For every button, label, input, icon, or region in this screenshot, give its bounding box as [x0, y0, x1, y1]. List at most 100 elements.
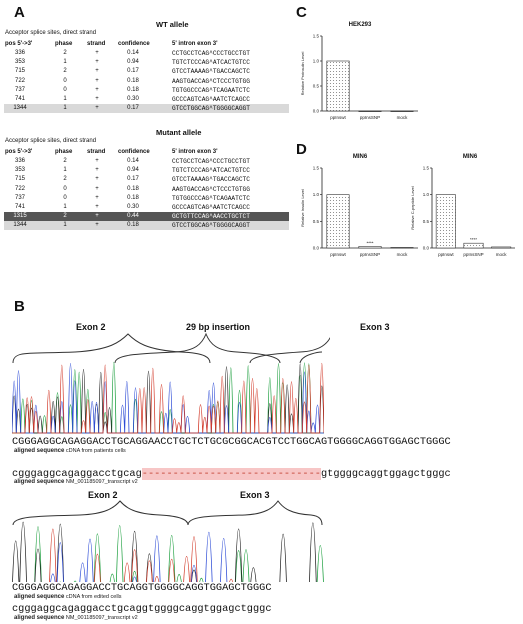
table-row: 741 1 +0.30 GCCCAGTCAG^AATCTCAGCC	[4, 203, 289, 212]
table-cell: GTCCTGGCAG^TGGGGCAGGT	[172, 105, 250, 113]
table-cell: AAGTGACCAG^CTCCCTGTGG	[172, 185, 250, 193]
table-cell: 741	[14, 96, 25, 102]
table-row: 715 2 +0.17 GTCCTAAAAG^TGACCAGCTC	[4, 67, 289, 76]
table-cell: 741	[14, 204, 25, 210]
panel-letter-a: A	[14, 4, 25, 21]
x-tick-label: ppInsSNP	[360, 252, 380, 257]
wt-subtitle: Acceptor splice sites, direct strand	[5, 30, 97, 36]
y-tick-label: 1.5	[313, 34, 320, 39]
mut-header-4: 5' intron exon 3'	[172, 149, 218, 155]
table-cell: 715	[14, 68, 25, 75]
reference-sequence-edited: cgggaggcagaggacctgcaggtggggcaggtggagctgg…	[12, 603, 272, 615]
wt-title: WT allele	[156, 20, 189, 29]
chart-d2-title: MIN6	[462, 154, 478, 160]
chromatogram-trace	[50, 531, 228, 582]
significance-label: ****	[366, 240, 373, 245]
table-cell: +	[95, 86, 99, 93]
table-cell: +	[95, 213, 99, 220]
bar	[390, 110, 414, 112]
table-cell: 336	[14, 50, 25, 56]
y-tick-label: 0.0	[423, 246, 430, 251]
table-cell: +	[95, 77, 99, 84]
insertion-gap: -----------------------------	[141, 468, 321, 480]
mut-header-2: strand	[87, 149, 106, 155]
table-cell: 0.18	[127, 86, 139, 93]
sequence-edited: CGGGAGGCAGAGGACCTGCAGGTGGGGCAGGTGGAGCTGG…	[12, 582, 272, 594]
table-cell: 0.14	[127, 50, 139, 56]
table-cell: 722	[14, 185, 25, 192]
chromatogram-trace	[34, 525, 324, 582]
table-cell: GCCCAGTCAG^AATCTCAGCC	[172, 204, 250, 211]
table-cell: GCTGTTCCAG^AACCTGCTCT	[172, 213, 250, 221]
table-row: 336 2 +0.14 CCTGCCTCAG^CCCTGCCTGT	[4, 157, 289, 166]
chromatogram-edited	[12, 521, 324, 582]
significance-label: ****	[470, 237, 477, 242]
table-cell: 737	[14, 86, 25, 93]
table-cell: 2	[63, 213, 67, 220]
table-cell: 0.18	[127, 185, 139, 192]
wt-header-4: 5' intron exon 3'	[172, 41, 218, 47]
table-cell: 0.18	[127, 222, 139, 229]
mut-header-3: confidence	[118, 149, 150, 155]
table-cell: 1	[63, 96, 67, 102]
table-cell: +	[95, 185, 99, 192]
table-cell: 0	[63, 86, 67, 93]
table-row: 353 1 +0.94 TGTCTCCCAG^ATCACTGTCC	[4, 166, 289, 175]
y-tick-label: 1.0	[313, 59, 320, 64]
table-cell: 0.30	[127, 204, 139, 210]
x-tick-label: ppInswt	[330, 252, 346, 257]
table-cell: 1	[63, 105, 67, 112]
table-cell: TGTGGCCCAG^TCAGAATCTC	[172, 194, 250, 202]
y-tick-label: 1.0	[423, 192, 430, 197]
table-cell: 0	[63, 194, 67, 201]
bar	[358, 110, 382, 112]
label-exon2-bottom: Exon 2	[88, 490, 118, 500]
table-row: 737 0 +0.18 TGTGGCCCAG^TCAGAATCTC	[4, 194, 289, 203]
panel-letter-c: C	[296, 4, 307, 21]
x-tick-label: ppInsSNP	[463, 252, 483, 257]
table-cell: 353	[14, 167, 25, 174]
label-exon3-bottom: Exon 3	[240, 490, 270, 500]
table-cell: 715	[14, 176, 25, 183]
bar	[326, 194, 350, 249]
chart-c-title: HEK293	[348, 22, 372, 28]
reference-label-top: aligned sequence NM_001185097_transcript…	[14, 479, 138, 485]
y-tick-label: 0.0	[313, 109, 320, 114]
x-tick-label: ppInswt	[330, 115, 346, 120]
table-cell: TGTCTCCCAG^ATCACTGTCC	[172, 167, 250, 175]
table-cell: TGTGGCCCAG^TCAGAATCTC	[172, 86, 250, 94]
mut-header-0: pos 5'->3'	[5, 149, 33, 155]
wt-header-row: pos 5'->3' phase strand confidence 5' intron…	[0, 39, 290, 49]
label-insertion: 29 bp insertion	[186, 322, 251, 332]
wt-header-0: pos 5'->3'	[5, 41, 33, 47]
label-exon2-top: Exon 2	[76, 322, 106, 332]
table-cell: +	[95, 204, 99, 210]
table-cell: 0.44	[127, 213, 139, 220]
table-row: 722 0 +0.18 AAGTGACCAG^CTCCCTGTGG	[4, 185, 289, 194]
chromatogram-trace	[12, 362, 324, 434]
chart-d1-title: MIN6	[352, 154, 368, 160]
mut-header-row: pos 5'->3' phase strand confidence 5' intron…	[0, 147, 290, 157]
brace-bottom	[12, 500, 323, 526]
table-cell: 1	[63, 59, 67, 66]
chromatogram-trace	[12, 521, 317, 582]
table-cell: CCTGCCTCAG^CCCTGCCTGT	[172, 158, 250, 165]
table-cell: 0.18	[127, 194, 139, 201]
wt-header-2: strand	[87, 41, 106, 47]
table-cell: 1344	[13, 222, 27, 229]
table-cell: +	[95, 158, 99, 164]
table-cell: GCCCAGTCAG^AATCTCAGCC	[172, 96, 250, 103]
table-cell: 0.94	[127, 167, 139, 174]
x-tick-label: ppInswt	[438, 252, 454, 257]
reference-sequence-top: cgggaggcagaggacctgcag-------------------…	[12, 468, 451, 480]
bar	[463, 242, 484, 249]
bar	[390, 247, 414, 249]
table-cell: +	[95, 68, 99, 75]
table-cell: 2	[63, 158, 67, 164]
wt-header-3: confidence	[118, 41, 150, 47]
x-tick-label: mock	[397, 252, 409, 257]
y-tick-label: 0.5	[423, 219, 430, 224]
y-tick-label: 0.5	[313, 84, 320, 89]
y-axis-label: Relative C-peptide Level	[410, 186, 415, 230]
bar	[326, 60, 350, 112]
